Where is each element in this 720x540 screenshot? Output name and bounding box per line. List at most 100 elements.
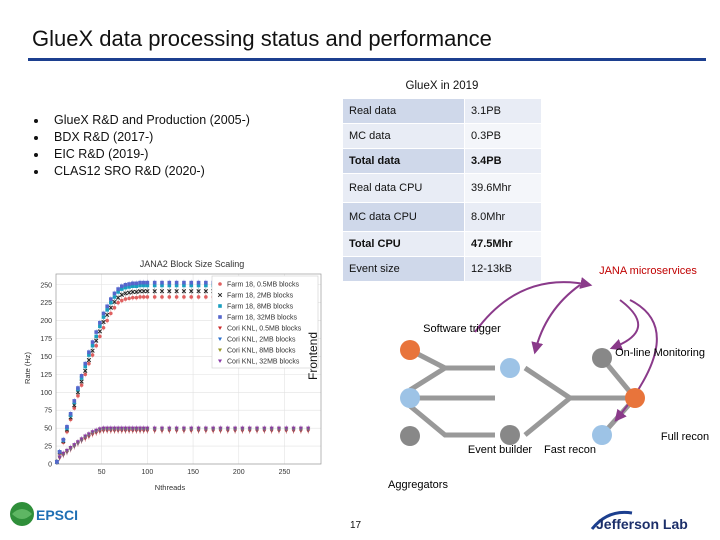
data-point (87, 350, 91, 354)
epsci-logo: EPSCI (10, 502, 78, 526)
jefferson-text: Jefferson Lab (596, 516, 688, 532)
legend-entry: Farm 18, 2MB blocks (227, 293, 294, 300)
data-point (138, 426, 143, 431)
data-point (160, 295, 164, 299)
x-tick-label: 250 (279, 469, 291, 476)
project-bullet-list: GlueX R&D and Production (2005-) BDX R&D… (34, 112, 250, 180)
jana-microservices-diagram: JANA microservices Software trigger On-l… (388, 265, 709, 491)
data-point (86, 432, 91, 436)
data-point (174, 280, 179, 285)
event-builder-label: Event builder (468, 444, 533, 456)
node-online-monitoring (592, 348, 612, 368)
data-point (109, 300, 113, 305)
data-point (98, 324, 102, 329)
table-header: GlueX in 2019 (343, 74, 541, 99)
data-point (262, 426, 267, 431)
aggregators-label: Aggregators (388, 479, 448, 491)
node-frontend (400, 388, 420, 408)
data-point (61, 437, 66, 442)
data-point (182, 280, 186, 285)
y-tick-label: 100 (40, 390, 52, 397)
node-aggregator (400, 426, 420, 446)
data-point (68, 412, 73, 416)
data-point (101, 311, 106, 316)
gluex-2019-table: GlueX in 2019 Real data 3.1PB MC data 0.3P… (343, 74, 541, 282)
data-point (57, 450, 62, 454)
y-tick-label: 25 (44, 444, 52, 451)
data-point (141, 289, 146, 294)
data-point (218, 282, 222, 286)
legend-entry: Cori KNL, 32MB blocks (227, 359, 300, 366)
chart-legend: Farm 18, 0.5MB blocks Farm 18, 2MB blocks… (211, 275, 319, 369)
data-point (127, 282, 131, 286)
data-point (94, 428, 99, 433)
data-point (134, 281, 139, 286)
title-underline (28, 58, 706, 61)
online-monitoring-label: On-line Monitoring (615, 347, 705, 359)
data-point (101, 315, 106, 319)
table-value: 47.5Mhr (463, 231, 541, 257)
data-point (86, 357, 92, 363)
table-value: 0.3PB (463, 123, 541, 149)
data-point (218, 426, 223, 431)
data-point (79, 383, 84, 387)
table-label: Total data (343, 148, 465, 174)
data-point (141, 280, 146, 285)
data-point (119, 292, 124, 297)
x-tick-label: 150 (187, 469, 199, 476)
data-point (152, 289, 157, 294)
data-point (112, 295, 117, 299)
data-point (83, 372, 88, 377)
data-point (105, 312, 110, 318)
fast-recon-label: Fast recon (544, 444, 596, 456)
data-point (127, 296, 131, 301)
data-point (291, 426, 296, 431)
data-point (203, 289, 209, 294)
data-point (189, 289, 194, 294)
y-tick-label: 50 (44, 426, 52, 433)
legend-entry: Farm 18, 8MB blocks (227, 304, 294, 311)
data-point (61, 451, 66, 456)
bullet-item: BDX R&D (2017-) (48, 129, 250, 146)
legend-box (211, 275, 319, 369)
link (408, 365, 495, 393)
plot-frame (55, 273, 322, 465)
data-point (97, 329, 103, 334)
data-point (64, 448, 69, 453)
y-tick-label: 250 (40, 282, 52, 289)
x-tick-label: 200 (233, 469, 245, 476)
data-point (101, 319, 106, 325)
full-recon-label: Full recon (661, 431, 709, 443)
data-point (119, 284, 124, 288)
data-point (115, 295, 121, 300)
data-point (174, 295, 179, 299)
data-point (90, 353, 95, 357)
y-tick-label: 75 (44, 408, 52, 415)
data-point (75, 440, 80, 444)
data-point (101, 426, 106, 431)
data-point (123, 282, 128, 287)
data-point (174, 289, 179, 294)
legend-entry: Farm 18, 0.5MB blocks (227, 282, 299, 289)
data-point (138, 295, 142, 299)
data-point (105, 308, 109, 312)
jefferson-lab-logo: Jefferson Lab (590, 510, 688, 532)
data-point (134, 289, 139, 295)
data-point (130, 281, 135, 286)
data-point (79, 379, 84, 384)
data-point (211, 426, 216, 431)
frontend-label: Frontend (306, 331, 320, 380)
data-point (204, 295, 208, 299)
data-point (83, 361, 88, 366)
data-point (167, 426, 172, 431)
data-point (105, 426, 110, 431)
data-point (134, 295, 139, 300)
data-point (98, 320, 102, 325)
table-value: 39.6Mhr (463, 173, 541, 203)
legend-entry: Cori KNL, 8MB blocks (227, 348, 296, 355)
x-axis-label: Nthreads (155, 483, 186, 492)
data-point (90, 343, 95, 348)
data-point (94, 330, 99, 334)
table-label: Real data CPU (343, 173, 465, 203)
data-point (68, 446, 73, 450)
